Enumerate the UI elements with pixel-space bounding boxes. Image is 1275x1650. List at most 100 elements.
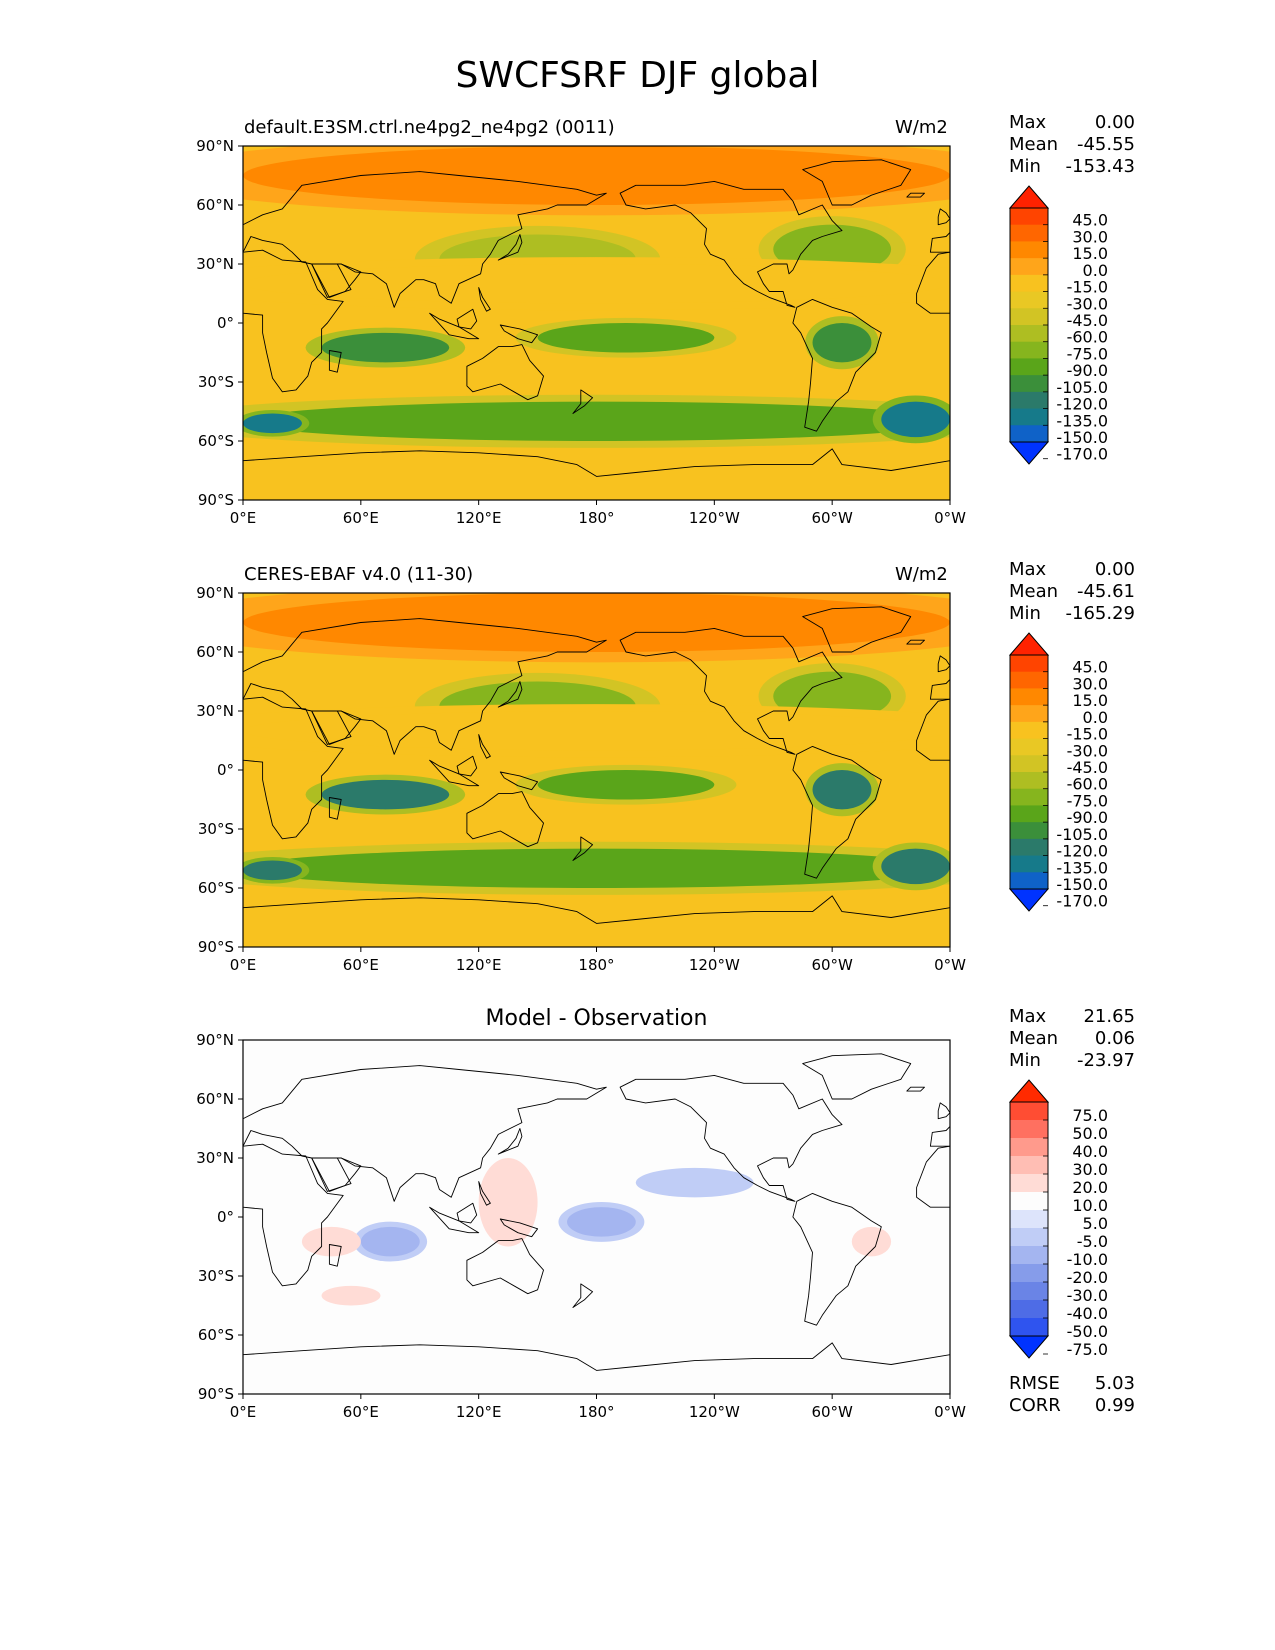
coastline-arabia-india [311,710,362,745]
field-feature [881,401,950,438]
cbar-band [1010,772,1048,790]
y-tick-label: 90°N [196,584,234,602]
field-feature [243,146,950,205]
coastline-madagascar [328,797,342,820]
cbar-band [1010,308,1048,326]
x-tick-label: 0°W [934,1403,966,1421]
cbar-extend-max [1008,185,1050,209]
panel-2-colorbar: 45.030.015.00.0-15.0-30.0-45.0-60.0-75.0… [1008,632,1108,912]
stat-mean: Mean -45.61 [1009,581,1135,603]
cbar-band [1010,391,1048,410]
cbar-band [1010,258,1048,276]
y-tick-label: 90°N [196,137,234,155]
field-feature [881,848,950,885]
coastline-s-america [792,745,882,879]
cbar-label: -150.0 [1056,428,1108,447]
coastline-africa-west [916,251,950,314]
cbar-band [1010,208,1048,226]
coastline-philippines [478,734,491,759]
x-tick-label: 60°W [811,956,853,974]
y-tick-label: 30°N [196,1149,234,1167]
cbar-label: -60.0 [1067,328,1108,347]
y-tick-label: 0° [217,314,234,332]
cbar-label: 30.0 [1072,227,1108,246]
x-tick-label: 120°E [456,509,502,527]
cbar-band [1010,1318,1048,1337]
coastline-uk [937,655,950,673]
stat-label: Min [1009,1050,1041,1071]
stat-label: Min [1009,603,1041,624]
metric-label: RMSE [1009,1373,1060,1394]
coastline-nzealand [572,1283,594,1308]
coastline-antarctica [243,895,950,947]
y-tick-label: 60°N [196,643,234,661]
field-feature [360,1226,420,1257]
x-tick-label: 0°E [230,1403,257,1421]
stat-label: Max [1009,559,1047,580]
cbar-extend-min [1008,888,1050,912]
cbar-band [1010,274,1048,293]
panel-1-colorbar: 45.030.015.00.0-15.0-30.0-45.0-60.0-75.0… [1008,185,1108,465]
x-tick-label: 60°E [343,956,379,974]
cbar-label: 30.0 [1072,674,1108,693]
figure-title: SWCFSRF DJF global [455,55,820,96]
cbar-band [1010,705,1048,723]
coastline-madagascar [328,1244,342,1267]
x-tick-label: 60°W [811,1403,853,1421]
coastline-japan [497,681,523,708]
cbar-band [1010,1138,1048,1157]
cbar-band [1010,1156,1048,1175]
field-feature [243,593,950,652]
coastline-newguinea [499,771,539,791]
panel-3-title: Model - Observation [485,1006,708,1031]
cbar-label: -15.0 [1067,278,1108,297]
field-feature [243,264,950,304]
cbar-band [1010,1192,1048,1211]
cbar-band [1010,688,1048,706]
coastline-n-america [619,1074,843,1202]
stat-max: Max 0.00 [1009,112,1135,134]
coastline-greenland [802,159,912,206]
cbar-label: 40.0 [1072,1142,1108,1161]
stat-value: -153.43 [1065,156,1135,177]
coastline-eurasia [243,618,607,755]
cbar-label: -30.0 [1067,741,1108,760]
x-tick-label: 120°W [689,1403,740,1421]
cbar-extend-min [1008,1335,1050,1359]
cbar-band [1010,671,1048,689]
field-feature [851,1226,892,1257]
cbar-label: 5.0 [1083,1214,1108,1233]
cbar-label: -30.0 [1067,1286,1108,1305]
cbar-band [1010,291,1048,309]
field-feature [537,770,715,800]
cbar-label: 15.0 [1072,691,1108,710]
coastline-uk [937,208,950,226]
cbar-label: -50.0 [1067,1322,1108,1341]
y-tick-label: 60°N [196,196,234,214]
x-tick-label: 120°W [689,956,740,974]
metric-corr: CORR 0.99 [1009,1395,1135,1417]
coastline-australia [466,791,544,848]
panel-1-title-left: default.E3SM.ctrl.ne4pg2_ne4pg2 (0011) [244,117,615,138]
panel-3-map: 0°E 60°E 120°E 180° 120°W 60°W 0°W 90°N 60°N 30°N… [196,1031,966,1421]
cbar-label: -75.0 [1067,344,1108,363]
coastline-antarctica [243,1342,950,1394]
cbar-label: -135.0 [1056,858,1108,877]
x-tick-label: 120°W [689,509,740,527]
field-feature [243,860,302,881]
coastline-arabia-india [311,263,362,298]
y-tick-label: 0° [217,1208,234,1226]
y-tick-label: 30°S [198,1267,234,1285]
field-feature [567,1207,636,1237]
cbar-band [1010,805,1048,823]
stat-value: 0.00 [1094,112,1135,133]
field-feature [635,1167,754,1198]
cbar-extend-max [1008,1079,1050,1103]
stat-min: Min -153.43 [1009,156,1135,178]
cbar-band [1010,755,1048,773]
stat-mean: Mean -45.55 [1009,134,1135,156]
cbar-label: 30.0 [1072,1160,1108,1179]
y-tick-label: 60°N [196,1090,234,1108]
cbar-frame [1009,1101,1049,1337]
stat-min: Min -165.29 [1009,603,1135,625]
